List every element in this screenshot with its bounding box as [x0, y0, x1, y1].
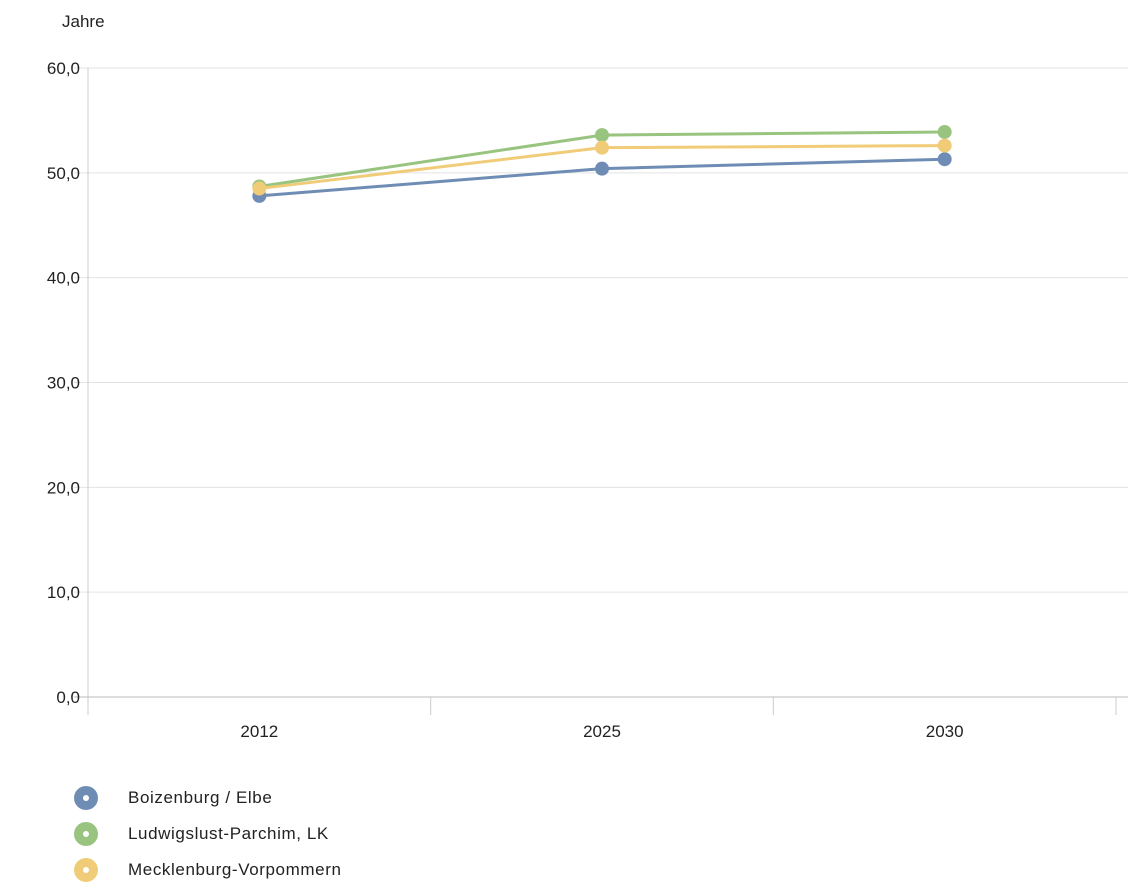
data-point — [595, 128, 609, 143]
line-chart: 0,0 10,0 20,0 30,0 40,0 50,0 60,0 2012 2025 2030 J… — [47, 12, 1128, 741]
legend-label: Ludwigslust-Parchim, LK — [128, 824, 329, 843]
y-tick-label: 0,0 — [56, 688, 80, 707]
data-point — [937, 138, 952, 153]
data-point — [937, 124, 952, 139]
y-tick-label: 10,0 — [47, 583, 80, 602]
y-axis-title: Jahre — [62, 12, 105, 31]
x-tick-label: 2025 — [583, 722, 621, 741]
legend-item[interactable]: Ludwigslust-Parchim, LK — [74, 816, 342, 852]
legend-label: Boizenburg / Elbe — [128, 788, 273, 807]
data-point — [595, 140, 609, 155]
x-tick-label: 2012 — [240, 722, 278, 741]
legend-marker-series-3 — [74, 858, 98, 882]
x-tick-label: 2030 — [926, 722, 964, 741]
y-tick-label: 30,0 — [47, 374, 80, 393]
y-tick-label: 50,0 — [47, 164, 80, 183]
data-point — [595, 161, 609, 176]
y-tick-label: 40,0 — [47, 269, 80, 288]
legend-marker-series-2 — [74, 822, 98, 846]
legend-label: Mecklenburg-Vorpommern — [128, 860, 342, 879]
data-point — [252, 181, 267, 196]
legend: Boizenburg / Elbe Ludwigslust-Parchim, L… — [74, 780, 342, 888]
legend-item[interactable]: Boizenburg / Elbe — [74, 780, 342, 816]
legend-item[interactable]: Mecklenburg-Vorpommern — [74, 852, 342, 888]
legend-marker-series-1 — [74, 786, 98, 810]
y-tick-label: 20,0 — [47, 478, 80, 497]
y-tick-label: 60,0 — [47, 59, 80, 78]
chart-canvas: 0,0 10,0 20,0 30,0 40,0 50,0 60,0 2012 2025 2030 J… — [47, 12, 1128, 741]
data-point — [937, 152, 952, 167]
